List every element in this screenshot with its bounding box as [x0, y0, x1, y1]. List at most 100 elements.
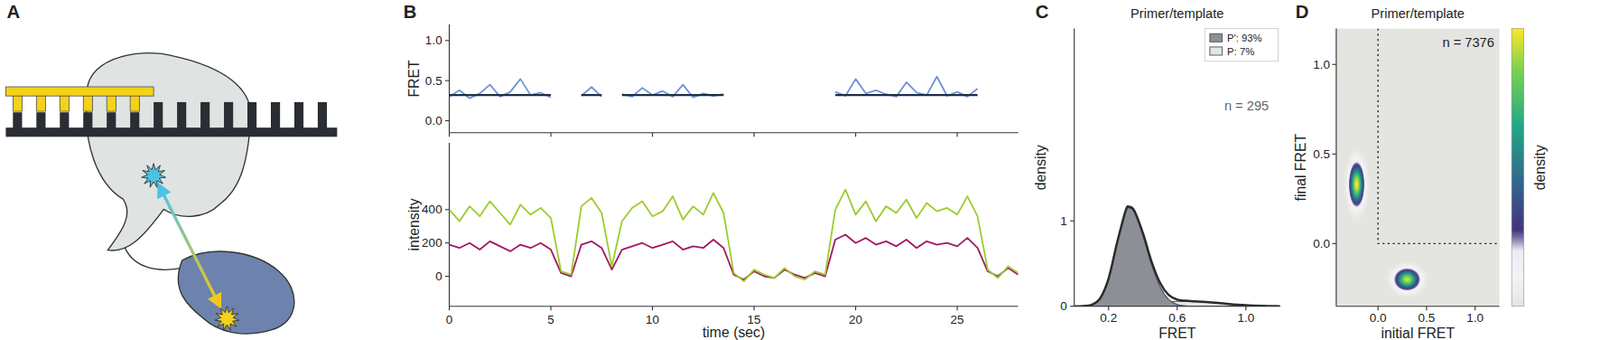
plot-background: [1336, 28, 1500, 307]
y-tick-label: 1.0: [1312, 57, 1331, 72]
y-tick: [445, 120, 450, 121]
legend-swatch: [1209, 46, 1223, 56]
title: Primer/template: [1130, 6, 1224, 21]
density-peak: [1385, 260, 1429, 298]
annotation: n = 295: [1224, 98, 1269, 113]
fluorophore: [214, 306, 240, 331]
x-tick: [651, 132, 653, 138]
x-tick: [1245, 306, 1247, 311]
panel-letter: B: [403, 1, 418, 22]
template-base: [176, 102, 187, 129]
template-base: [223, 102, 233, 129]
y-tick-label: 200: [421, 235, 443, 250]
y-tick: [1331, 64, 1337, 66]
labeled-protein: [177, 251, 295, 334]
x-tick: [448, 132, 450, 138]
primer-base: [12, 94, 22, 112]
primer-base: [106, 94, 116, 112]
panel-d: DPrimer/template0.00.51.00.00.51.0final …: [1293, 1, 1548, 340]
template-base: [59, 111, 69, 129]
x-tick-label: 0.2: [1099, 310, 1117, 325]
x-tick: [550, 132, 552, 138]
y-tick-label: 0.5: [425, 74, 443, 88]
y-tick: [1331, 153, 1337, 155]
x-tick-label: 10: [645, 312, 660, 326]
template-base: [247, 102, 257, 129]
x-tick-label: 0.0: [1369, 310, 1387, 325]
y-tick-label: 1: [1060, 213, 1068, 228]
primer-strand: [5, 86, 154, 96]
x-tick-label: 20: [848, 312, 863, 326]
y-axis-label: FRET: [406, 59, 422, 98]
x-tick-label: 0.6: [1168, 310, 1186, 325]
panel-c: CPrimer/template010.20.61.0densityFRETP'…: [1032, 1, 1281, 340]
x-axis-label: initial FRET: [1380, 325, 1455, 340]
template-base: [200, 102, 210, 129]
template-base: [106, 111, 116, 129]
template-base: [36, 111, 46, 129]
density-peak: [1343, 146, 1370, 222]
x-tick: [753, 132, 755, 138]
x-tick-label: 25: [950, 312, 965, 326]
y-tick: [1069, 305, 1075, 307]
x-tick: [1377, 306, 1379, 311]
template-base: [294, 102, 304, 129]
y-tick-label: 400: [421, 202, 443, 216]
y-tick: [1069, 220, 1075, 222]
x-tick-label: 5: [547, 312, 555, 326]
linker: [122, 242, 185, 270]
y-axis-label: intensity: [406, 197, 422, 251]
panel-b-fret: B 0.0 0.5 1.0FRET: [403, 1, 1019, 137]
y-axis-line: [1073, 28, 1075, 307]
x-tick: [1176, 306, 1178, 311]
annotation: n = 7376: [1441, 35, 1494, 50]
y-axis-label: final FRET: [1293, 133, 1309, 202]
x-axis-line: [449, 131, 1019, 133]
y-tick: [445, 208, 450, 210]
fret-trace: [449, 76, 978, 99]
x-tick: [855, 132, 856, 138]
fret-fit: [449, 93, 978, 96]
x-tick-label: 1.0: [1237, 310, 1255, 325]
plot-area: [1074, 205, 1281, 307]
plot-area: [1343, 28, 1500, 298]
panel-letter: A: [7, 1, 21, 22]
x-tick: [957, 306, 959, 311]
x-tick: [957, 132, 959, 138]
intensity-trace: [449, 189, 1019, 281]
y-axis-line: [1335, 28, 1337, 307]
polymerase: [86, 53, 252, 251]
quadrant-line: [1377, 28, 1499, 244]
x-axis-line: [449, 305, 1019, 307]
y-tick-label: 0: [1060, 298, 1068, 313]
x-tick: [753, 306, 755, 311]
plot-area: [449, 189, 1019, 281]
x-tick: [550, 306, 552, 311]
y-axis-line: [448, 142, 450, 307]
legend-swatch: [1209, 33, 1223, 42]
x-tick-label: 0: [446, 312, 454, 326]
y-tick-label: 1.0: [425, 33, 443, 47]
panel-letter: D: [1295, 1, 1310, 22]
y-tick-label: 0.5: [1312, 147, 1331, 161]
y-tick: [445, 39, 450, 41]
colorbar-label: density: [1532, 144, 1548, 190]
x-axis-label: time (sec): [702, 324, 765, 340]
x-tick-label: 1.0: [1466, 310, 1484, 325]
legend-frame: [1204, 28, 1278, 62]
figure: AB0.00.51.0FRET02004000510152025intensit…: [0, 0, 1600, 340]
x-tick: [651, 306, 653, 311]
template-base: [317, 102, 327, 129]
panel-b-intensity: 02004000510152025intensitytime (sec): [406, 142, 1019, 340]
template-strand: [5, 127, 337, 137]
legend-label: P: 7%: [1227, 46, 1255, 57]
template-base: [130, 111, 140, 129]
x-axis-label: FRET: [1158, 325, 1197, 340]
y-tick: [445, 80, 450, 82]
colorbar: [1511, 28, 1525, 307]
template-base: [153, 102, 163, 129]
primer-base: [59, 94, 69, 112]
y-tick-label: 0.0: [425, 113, 443, 128]
panel-a: A: [5, 1, 337, 334]
y-tick: [1331, 242, 1337, 244]
